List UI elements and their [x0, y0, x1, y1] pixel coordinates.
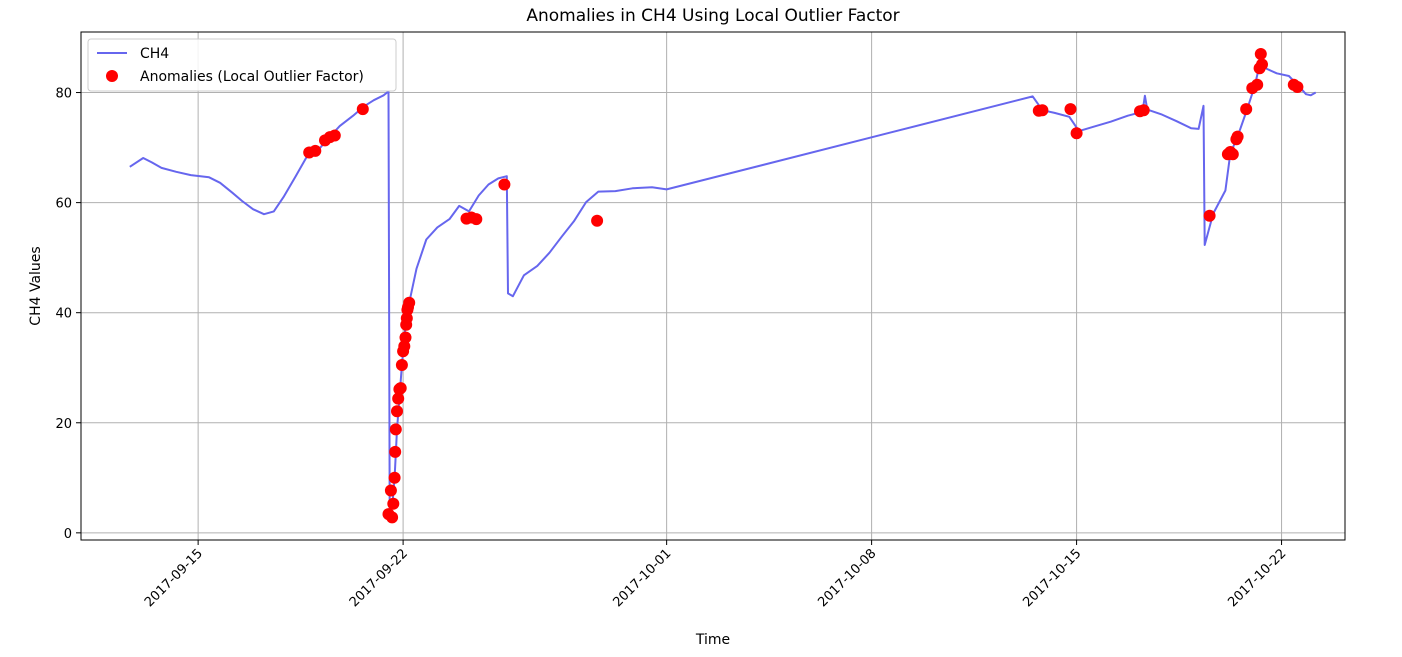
chart-title: Anomalies in CH4 Using Local Outlier Fac… — [526, 6, 899, 26]
anomaly-point — [1256, 58, 1268, 71]
anomaly-point — [356, 103, 369, 116]
anomaly-point — [394, 382, 407, 395]
anomaly-point — [392, 392, 405, 405]
anomaly-point — [1254, 48, 1267, 60]
x-tick-label: 2017-10-22 — [1225, 546, 1289, 610]
anomaly-point — [1240, 103, 1253, 116]
anomaly-point — [389, 423, 402, 436]
anomaly-point — [1291, 81, 1304, 93]
legend-label-ch4: CH4 — [140, 46, 169, 62]
anomaly-point — [1137, 104, 1150, 117]
plot-frame — [80, 31, 1346, 541]
legend-anomaly-swatch — [106, 70, 118, 82]
anomaly-point — [1226, 148, 1239, 161]
x-tick-label: 2017-09-15 — [142, 546, 206, 610]
anomaly-point — [384, 484, 397, 497]
axes: 2017-09-15 2017-09-22 2017-10-01 2017-10-08… — [55, 87, 1289, 611]
anomaly-point — [389, 445, 402, 458]
anomaly-point — [1251, 78, 1264, 91]
anomaly-point — [391, 405, 403, 418]
anomaly-point — [386, 511, 399, 524]
anomaly-point — [387, 497, 400, 510]
y-tick-label: 20 — [55, 417, 72, 432]
anomaly-point — [388, 471, 401, 484]
legend-label-anomalies: Anomalies (Local Outlier Factor) — [140, 69, 364, 85]
y-tick-label: 60 — [55, 197, 72, 212]
y-tick-label: 0 — [64, 527, 72, 542]
x-tick-label: 2017-09-22 — [347, 546, 411, 610]
anomaly-point — [1203, 209, 1216, 222]
x-tick-label: 2017-10-15 — [1020, 546, 1084, 610]
anomaly-point — [399, 331, 412, 344]
legend-box — [87, 38, 397, 92]
anomaly-point — [470, 213, 483, 226]
x-tick-label: 2017-10-01 — [610, 546, 674, 610]
y-tick-label: 40 — [55, 307, 72, 322]
anomaly-point — [398, 340, 411, 353]
legend: CH4 Anomalies (Local Outlier Factor) — [87, 38, 397, 92]
series-layer — [129, 48, 1317, 524]
anomaly-point — [309, 144, 322, 157]
y-axis-label: CH4 Values — [28, 246, 44, 325]
grid — [81, 32, 1345, 540]
anomaly-point — [498, 178, 511, 191]
anomaly-point — [1231, 130, 1244, 143]
anomaly-point — [591, 214, 604, 227]
ch4-line — [129, 64, 1317, 516]
x-tick-label: 2017-10-08 — [815, 546, 879, 610]
anomaly-point — [403, 296, 416, 309]
y-tick-label: 80 — [55, 87, 72, 102]
anomaly-point — [395, 359, 408, 371]
anomaly-point — [1036, 104, 1049, 117]
anomaly-point — [328, 129, 341, 142]
x-axis-label: Time — [695, 632, 730, 648]
anomaly-point — [1070, 127, 1083, 140]
anomaly-point — [1064, 103, 1077, 116]
